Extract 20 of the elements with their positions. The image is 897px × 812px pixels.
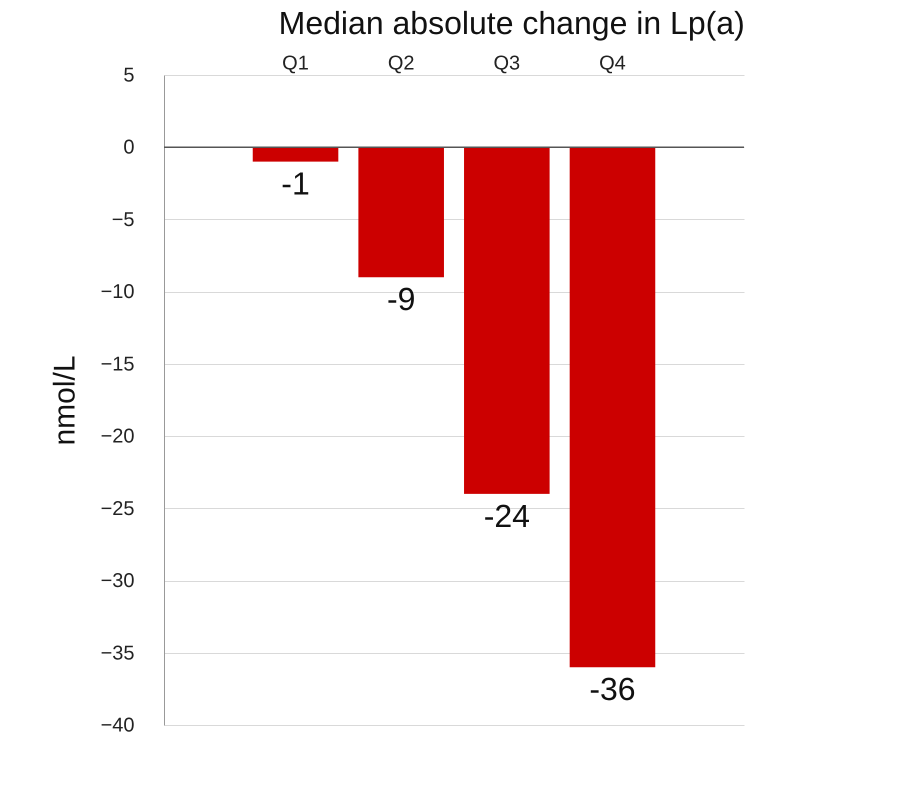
x-tick-label: Q4 bbox=[599, 52, 626, 74]
x-tick-label: Q1 bbox=[282, 52, 309, 74]
data-label: -36 bbox=[589, 671, 636, 708]
data-label: -1 bbox=[281, 166, 310, 202]
y-tick-label: −40 bbox=[100, 714, 134, 736]
y-tick-label: −15 bbox=[100, 353, 134, 376]
y-tick-label: −35 bbox=[100, 642, 134, 664]
y-tick-label: −10 bbox=[100, 281, 134, 304]
y-tick-label: −25 bbox=[100, 498, 134, 520]
y-tick-label: −30 bbox=[100, 570, 134, 592]
y-tick-label: −5 bbox=[112, 208, 134, 231]
data-label: -9 bbox=[386, 281, 416, 318]
y-tick-label: 5 bbox=[123, 64, 134, 86]
x-tick-label: Q2 bbox=[388, 52, 415, 74]
data-label: -24 bbox=[484, 498, 530, 534]
y-axis-title: nmol/L bbox=[48, 355, 82, 446]
x-tick-label: Q3 bbox=[493, 52, 520, 74]
y-tick-label: 0 bbox=[123, 136, 134, 159]
y-tick-label: −20 bbox=[100, 426, 134, 448]
chart-title: Median absolute change in Lp(a) bbox=[278, 5, 745, 41]
